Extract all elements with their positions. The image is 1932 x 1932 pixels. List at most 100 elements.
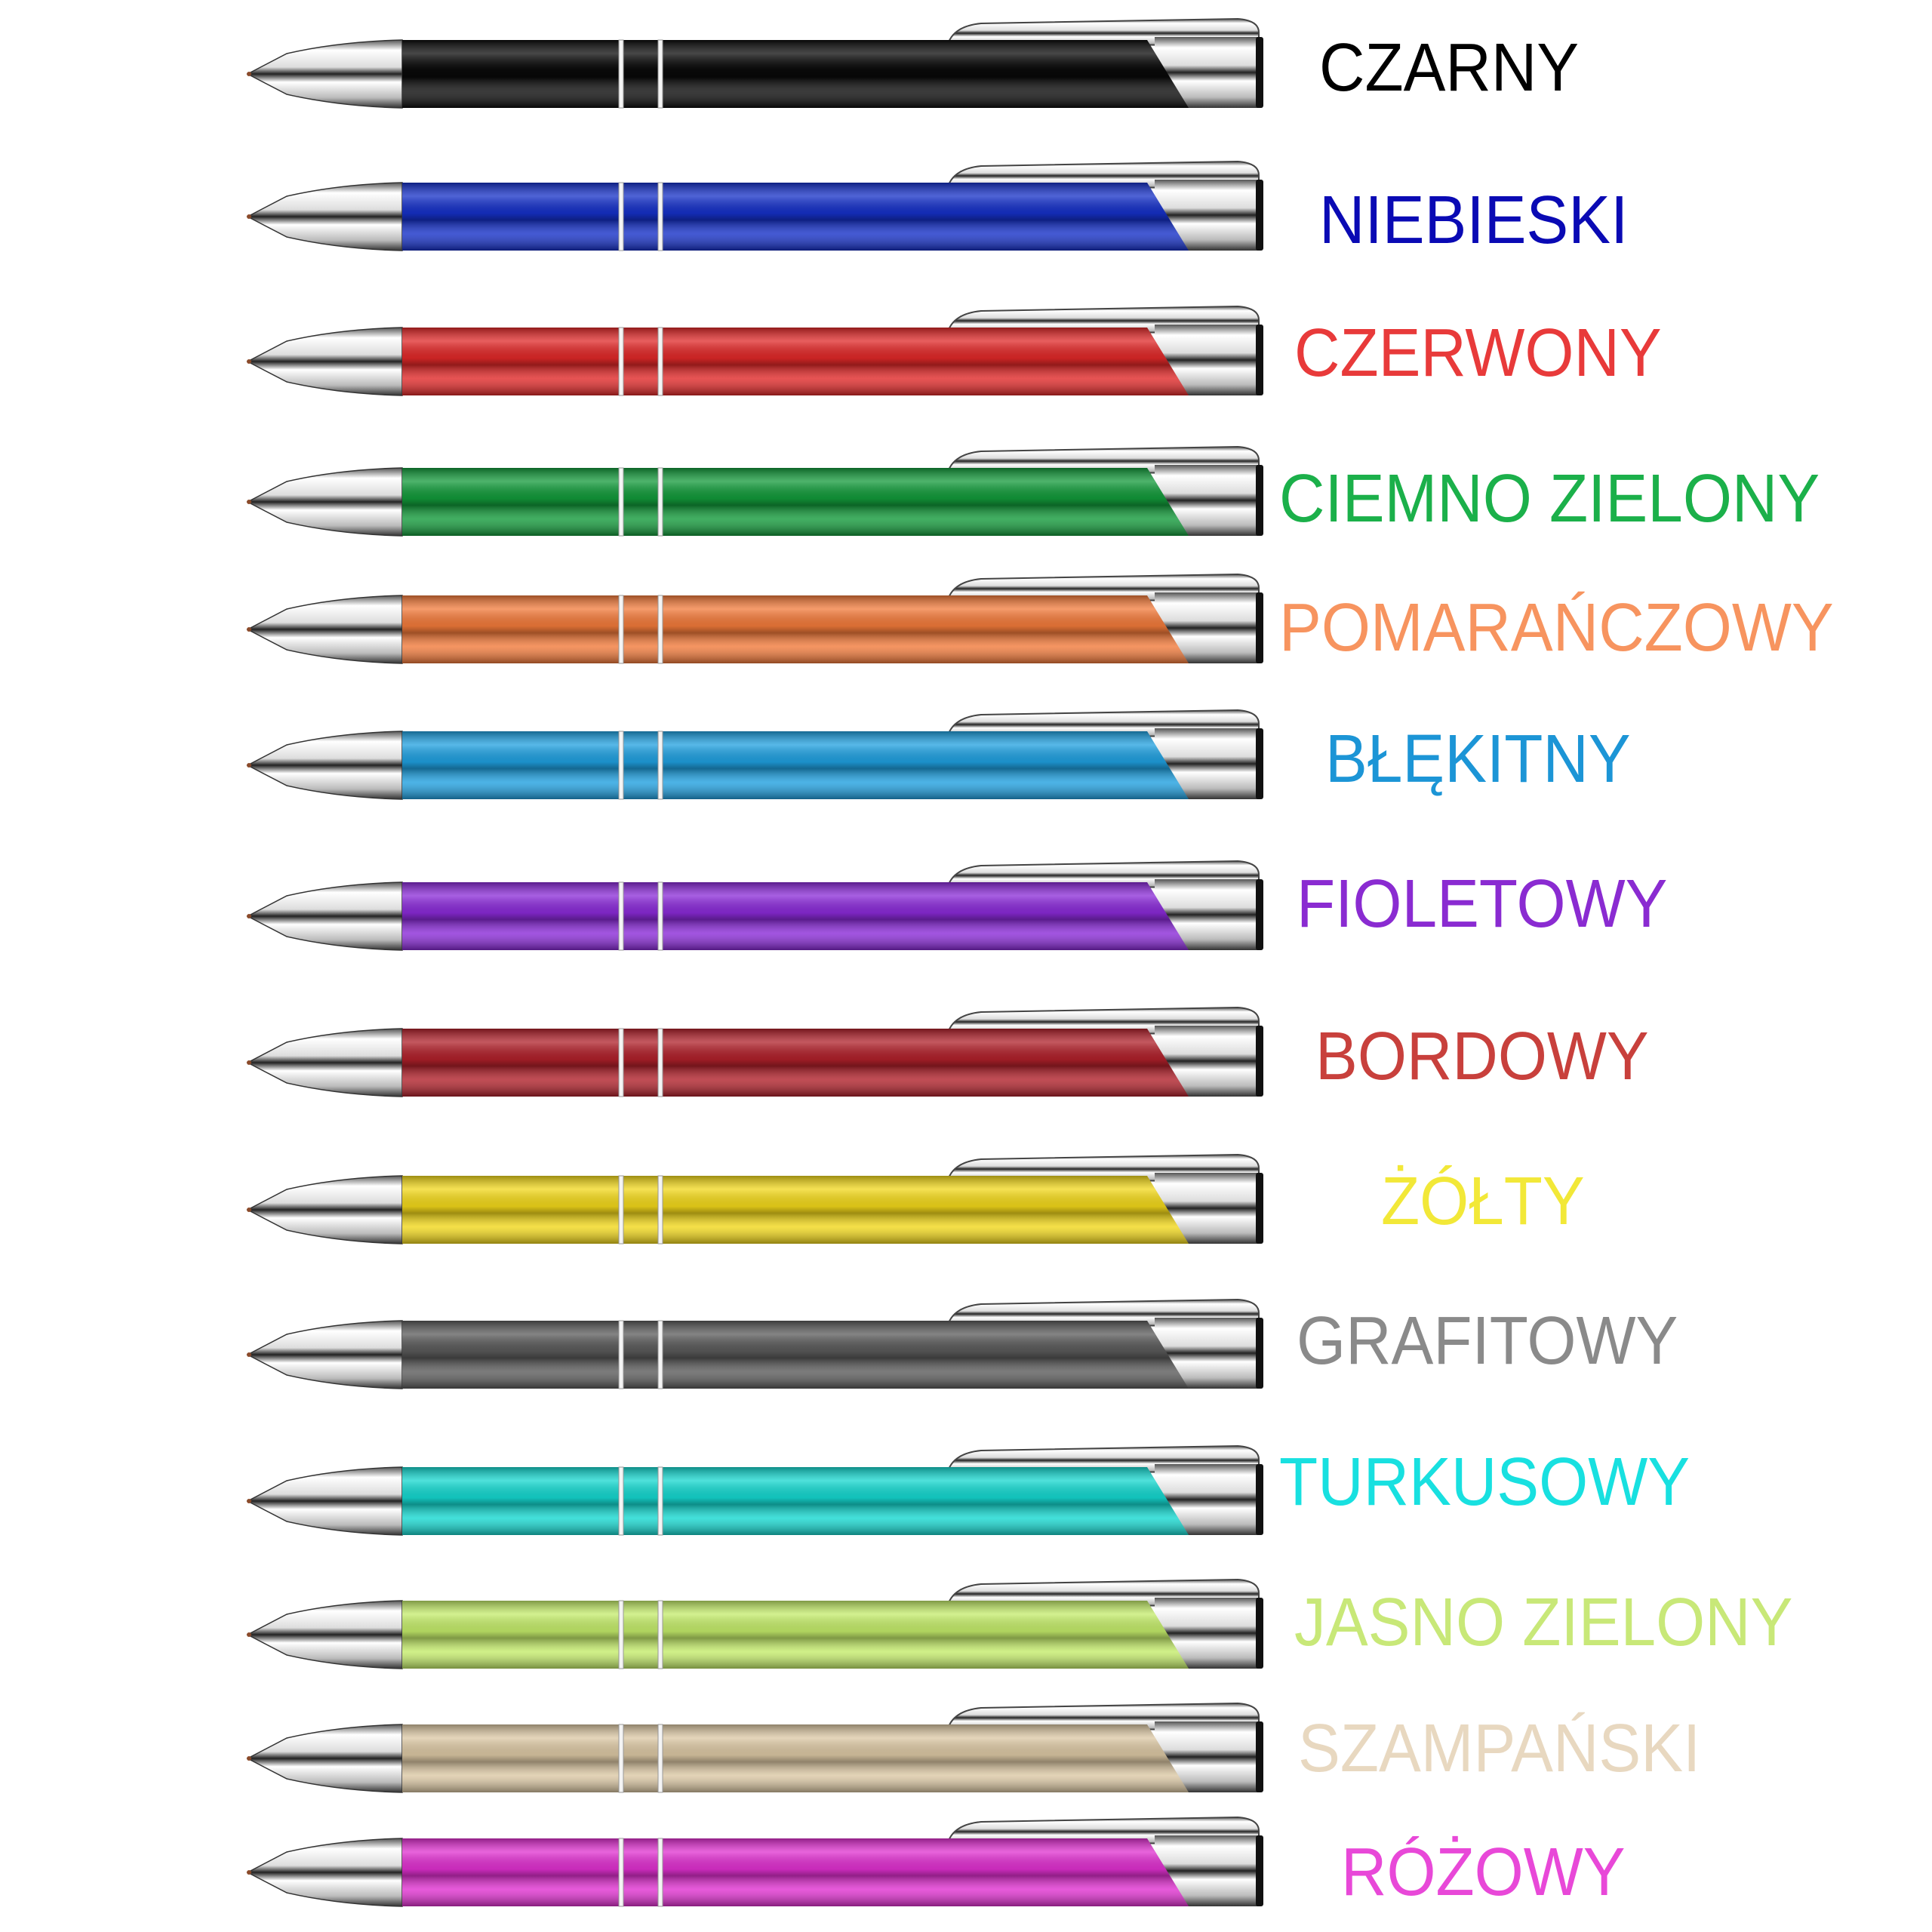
pen-nib	[247, 1756, 251, 1761]
pen-nib	[247, 500, 251, 504]
pen-ring	[618, 467, 624, 537]
pen-button-end	[1256, 180, 1263, 251]
pen-tip	[246, 595, 403, 664]
pen-ring	[618, 1320, 624, 1389]
pen-tip	[246, 1724, 403, 1793]
pen-ring	[618, 1028, 624, 1097]
color-label: FIOLETOWY	[1297, 866, 1668, 942]
pen-ring	[618, 327, 624, 396]
pen-nib	[247, 214, 251, 219]
pen-ring	[657, 327, 663, 396]
pen-ring	[618, 1600, 624, 1669]
color-label: CIEMNO ZIELONY	[1279, 461, 1820, 537]
pen	[246, 1444, 1263, 1536]
color-label: NIEBIESKI	[1319, 183, 1629, 258]
pen-nib	[247, 1870, 251, 1875]
pen	[246, 1298, 1263, 1389]
pen-body-shine	[402, 1724, 1189, 1792]
pen-ring	[618, 731, 624, 800]
pen-ring	[657, 1028, 663, 1097]
color-label: BORDOWY	[1315, 1019, 1649, 1094]
pen-button-end	[1256, 592, 1263, 663]
pen-body-shine	[402, 1321, 1189, 1389]
pen-tip	[246, 467, 403, 537]
color-label: JASNO ZIELONY	[1294, 1585, 1793, 1660]
pen	[246, 445, 1263, 537]
pen-body-shine	[402, 183, 1189, 251]
pen-tip	[246, 182, 403, 251]
pen-ring	[657, 39, 663, 109]
color-label: SZAMPAŃSKI	[1298, 1711, 1701, 1786]
pen-tip	[246, 1175, 403, 1244]
pen-nib	[247, 359, 251, 364]
pen-body-shine	[402, 1838, 1189, 1906]
pen-nib	[247, 72, 251, 76]
pen-button-end	[1256, 1721, 1263, 1792]
pen-body-shine	[402, 882, 1189, 950]
pen-ring	[657, 881, 663, 951]
color-label: RÓŻOWY	[1341, 1835, 1626, 1910]
pen-nib	[247, 763, 251, 768]
pen-body-shine	[402, 1467, 1189, 1535]
pen-ring	[657, 595, 663, 664]
pen-nib	[247, 627, 251, 632]
pen-body-shine	[402, 595, 1189, 663]
pen-nib	[247, 1499, 251, 1503]
pen-ring	[657, 1724, 663, 1793]
pen-tip	[246, 1320, 403, 1389]
pen-button-end	[1256, 1026, 1263, 1097]
color-label: TURKUSOWY	[1279, 1444, 1690, 1520]
pen-body-shine	[402, 1029, 1189, 1097]
pen-body-shine	[402, 328, 1189, 395]
pen	[246, 305, 1263, 396]
pen-nib	[247, 1208, 251, 1212]
pen-nib	[247, 1060, 251, 1065]
pen-ring	[618, 1724, 624, 1793]
pen-button-end	[1256, 728, 1263, 799]
pen-ring	[618, 1466, 624, 1536]
pen-tip	[246, 327, 403, 396]
pen-button-end	[1256, 1464, 1263, 1535]
pen-tip	[246, 1466, 403, 1536]
pen-button-end	[1256, 1835, 1263, 1906]
pen-body-shine	[402, 40, 1189, 108]
pen-tip	[246, 1600, 403, 1669]
color-label: BŁĘKITNY	[1325, 721, 1631, 797]
pen-ring	[657, 182, 663, 251]
pen-nib	[247, 1632, 251, 1637]
pen-ring	[657, 1175, 663, 1244]
pen-ring	[618, 39, 624, 109]
pen-ring	[657, 1466, 663, 1536]
color-label: CZARNY	[1319, 30, 1580, 106]
pen-ring	[657, 1320, 663, 1389]
color-label: ŻÓŁTY	[1381, 1164, 1585, 1239]
pen-body-shine	[402, 468, 1189, 536]
pen-button-end	[1256, 37, 1263, 108]
pen-tip	[246, 39, 403, 109]
pen-tip	[246, 1028, 403, 1097]
pen	[246, 709, 1263, 800]
color-label: CZERWONY	[1294, 315, 1662, 391]
pen-ring	[618, 182, 624, 251]
pen-ring	[618, 1838, 624, 1907]
pen-button-end	[1256, 325, 1263, 395]
pen	[246, 573, 1263, 664]
color-label: POMARAŃCZOWY	[1279, 590, 1834, 666]
pen	[246, 160, 1263, 251]
pen-button-end	[1256, 1598, 1263, 1669]
pen-body-shine	[402, 731, 1189, 799]
pen-button-end	[1256, 465, 1263, 536]
pen	[246, 860, 1263, 951]
pen-nib	[247, 914, 251, 918]
pen	[246, 1006, 1263, 1097]
pen-ring	[618, 1175, 624, 1244]
pen	[246, 1816, 1263, 1907]
pen-tip	[246, 881, 403, 951]
pen-ring	[657, 1838, 663, 1907]
pen-ring	[657, 1600, 663, 1669]
pen-ring	[657, 731, 663, 800]
pen-ring	[657, 467, 663, 537]
pen-ring	[618, 595, 624, 664]
